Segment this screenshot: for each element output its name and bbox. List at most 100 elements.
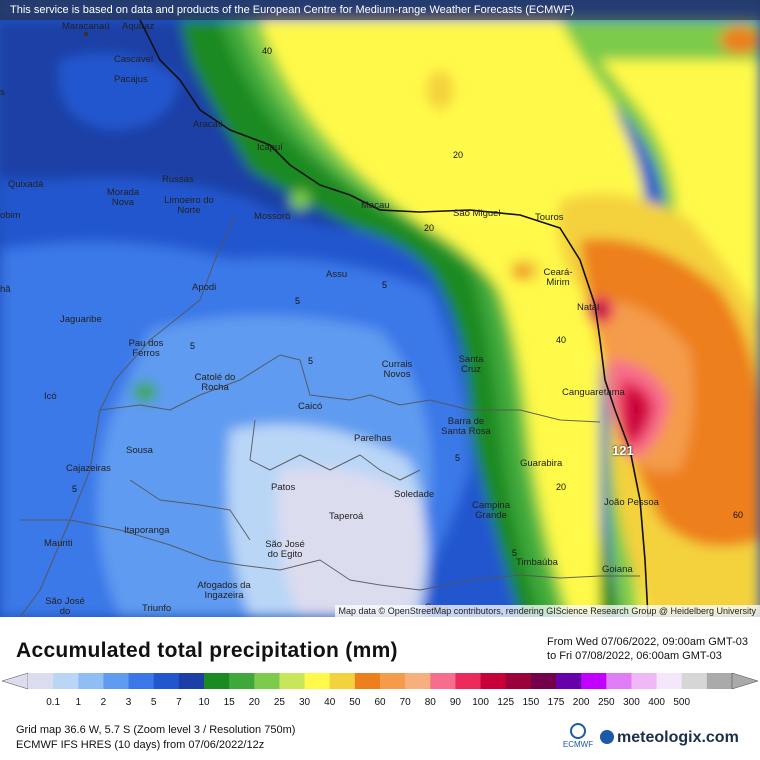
city-label: Macau <box>361 200 390 211</box>
city-label: Afogados da Ingazeira <box>197 580 251 601</box>
period-to: to Fri 07/08/2022, 06:00am GMT-03 <box>547 650 722 662</box>
period-from: From Wed 07/06/2022, 09:00am GMT-03 <box>547 636 748 648</box>
scale-swatch <box>681 673 708 689</box>
scale-swatch <box>178 673 205 689</box>
city-aquiraz: Aquiraz <box>122 22 154 32</box>
city-label: Mossoró <box>254 211 291 222</box>
city-label: Russas <box>162 174 194 185</box>
scale-swatch <box>329 673 356 689</box>
city-icapui: Icapuí <box>257 143 283 153</box>
scale-tick-label: 80 <box>424 697 436 708</box>
ecmwf-logo-text: ECMWF <box>562 740 594 749</box>
model-info: ECMWF IFS HRES (10 days) from 07/06/2022… <box>16 739 265 751</box>
scale-swatch <box>606 673 632 689</box>
scale-swatch <box>455 673 482 689</box>
scale-tick-label: 20 <box>248 697 260 708</box>
contour-label: 5 <box>295 296 301 306</box>
city-catole: Catolé do Rocha <box>188 373 242 393</box>
city-label: Canguaretama <box>562 387 625 398</box>
city-label: Touros <box>535 212 564 223</box>
city-label: Catolé do Rocha <box>194 372 236 393</box>
city-cajazeiras: Cajazeiras <box>66 464 111 474</box>
city-cascavel: Cascavel <box>114 55 153 65</box>
color-scale-bar <box>1 672 759 690</box>
scale-swatch <box>78 673 104 689</box>
city-triunfo: Triunfo <box>142 604 171 614</box>
city-label: Icó <box>44 391 57 402</box>
city-label: João Pessoa <box>604 497 659 508</box>
precipitation-field <box>0 0 760 617</box>
city-label: Maracanaú <box>62 21 110 32</box>
scale-swatch <box>304 673 331 689</box>
scale-tick-label: 175 <box>547 697 565 708</box>
contour-label: 5 <box>190 341 196 351</box>
city-label: Patos <box>271 482 296 493</box>
city-label: obim <box>0 210 21 221</box>
scale-tick-label: 500 <box>673 697 691 708</box>
city-label: Assu <box>326 269 348 280</box>
city-macau: Macau <box>361 201 390 211</box>
scale-tick-label: 40 <box>324 697 336 708</box>
city-label: Icapuí <box>257 142 283 153</box>
city-russas: Russas <box>162 175 194 185</box>
city-aracati: Aracati <box>193 120 223 130</box>
city-canguaretama: Canguaretama <box>562 388 625 398</box>
city-sao-jose-egito: São José do Egito <box>260 540 310 560</box>
legend-footer: Accumulated total precipitation (mm) Fro… <box>0 617 760 760</box>
city-label: Pacajus <box>114 74 148 85</box>
city-label: Timbaúba <box>516 557 558 568</box>
color-scale-ticks: 0.1 1 2 3 5 7 10 15 20 25 30 40 50 60 70 80 90 100 125 150 1… <box>0 697 760 711</box>
city-goiana: Goiana <box>602 565 633 575</box>
city-label: Mauriti <box>44 538 73 549</box>
city-label: Currais Novos <box>381 359 413 380</box>
city-itaporanga: Itaporanga <box>124 526 169 536</box>
contour-label: 5 <box>72 484 78 494</box>
city-label: Campina Grande <box>471 500 511 521</box>
scale-tick-label: 5 <box>150 697 157 708</box>
city-iha: hã <box>0 285 11 295</box>
city-label: Itaporanga <box>124 525 170 536</box>
scale-swatch <box>279 673 306 689</box>
scale-tick-label: 60 <box>374 697 386 708</box>
city-currais-novos: Currais Novos <box>377 360 417 380</box>
contour-label: 5 <box>308 356 314 366</box>
city-label: Jaguaribe <box>60 314 102 325</box>
scale-swatch <box>254 673 280 689</box>
city-assu: Assu <box>326 270 347 280</box>
meteologix-icon <box>600 730 614 744</box>
map-attribution: Map data © OpenStreetMap contributors, r… <box>334 605 760 617</box>
meteologix-logo[interactable]: meteologix.com <box>600 729 739 747</box>
city-mauriti: Mauriti <box>44 539 73 549</box>
city-soledade: Soledade <box>394 490 434 500</box>
city-limoeiro: Limoeiro do Norte <box>160 196 218 216</box>
contour-label: 40 <box>556 335 567 345</box>
scale-tick-label: 300 <box>623 697 640 708</box>
city-label: São José do Belmonte <box>45 596 85 618</box>
max-value-label: 121 <box>612 443 634 458</box>
scale-swatch <box>28 673 54 689</box>
city-label: Aracati <box>193 119 223 130</box>
scale-tick-label: 3 <box>125 697 132 708</box>
city-label: Guarabira <box>520 458 563 469</box>
precipitation-map[interactable]: This service is based on data and produc… <box>0 0 760 617</box>
scale-swatch <box>430 673 456 689</box>
city-parelhas: Parelhas <box>354 434 392 444</box>
scale-tick-label: 1 <box>75 697 82 708</box>
scale-swatch <box>631 673 658 689</box>
scale-tick-label: 10 <box>198 697 210 708</box>
city-maracanau: Maracanaú <box>62 22 110 37</box>
contour-label: 5 <box>382 280 388 290</box>
city-label: Aquiraz <box>122 21 155 32</box>
city-taperoa: Taperoá <box>329 512 363 522</box>
city-natal: Natal <box>577 303 599 313</box>
city-barra-santa-rosa: Barra de Santa Rosa <box>440 417 492 437</box>
scale-swatch <box>656 673 683 689</box>
city-label: Limoeiro do Norte <box>164 195 214 216</box>
city-sousa: Sousa <box>126 446 153 456</box>
city-label: Apodi <box>192 282 217 293</box>
map-metadata: Grid map 36.6 W, 5.7 S (Zoom level 3 / R… <box>16 723 295 753</box>
city-label: Sousa <box>126 445 153 456</box>
city-pacajus: Pacajus <box>114 75 148 85</box>
ecmwf-logo: ECMWF <box>560 723 596 749</box>
city-apodi: Apodi <box>192 283 216 293</box>
